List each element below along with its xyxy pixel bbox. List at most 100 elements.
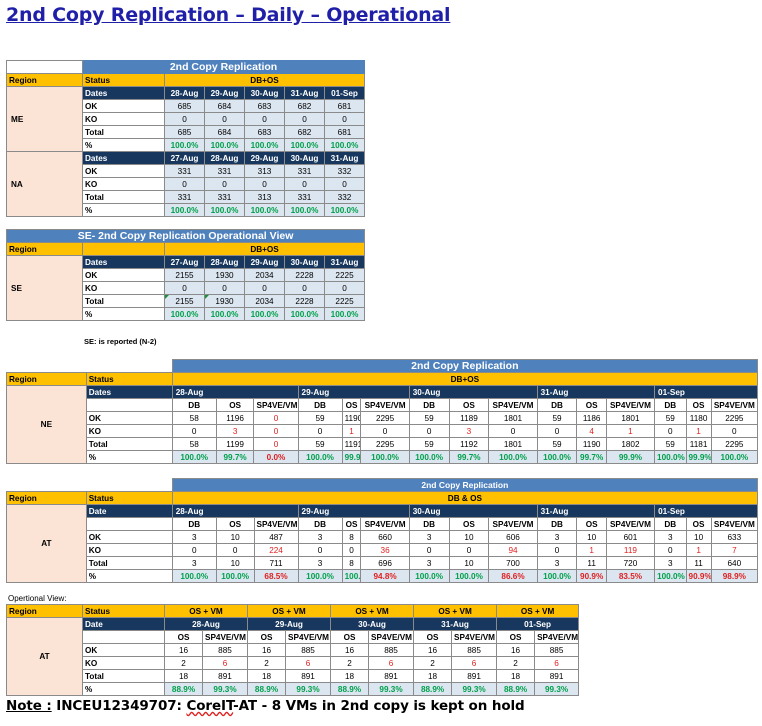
col-header: OS <box>496 630 536 644</box>
col-header: OS <box>247 630 287 644</box>
value-cell: 0 <box>488 424 538 438</box>
date-header: 01-Sep <box>496 617 580 631</box>
value-cell: 891 <box>451 669 498 683</box>
value-cell: 0 <box>654 424 687 438</box>
value-cell: 99.9% <box>605 450 656 464</box>
value-cell: 331 <box>284 164 325 178</box>
date-header: 28-Aug <box>171 385 299 399</box>
value-cell: 100.0% <box>204 138 245 152</box>
col-header: DB <box>536 398 578 412</box>
value-cell: 6 <box>534 656 580 670</box>
value-cell: 0 <box>360 424 410 438</box>
value-cell: 18 <box>247 669 287 683</box>
value-cell: 100.0% <box>323 138 366 152</box>
date-header: 01-Sep <box>323 86 366 100</box>
group-header: DB+OS <box>171 372 759 386</box>
col-header: OS <box>330 630 370 644</box>
col-header: OS <box>164 630 203 644</box>
date-header: 28-Aug <box>163 617 249 631</box>
value-cell: 1199 <box>215 437 255 451</box>
row-label: KO <box>85 543 173 557</box>
date-header: 31-Aug <box>536 504 656 518</box>
value-cell: 0 <box>164 281 205 295</box>
date-header: 30-Aug <box>284 255 325 269</box>
value-cell: 11 <box>576 556 607 570</box>
date-header: 30-Aug <box>284 151 325 165</box>
value-cell: 100.0% <box>408 569 450 583</box>
value-cell: 601 <box>605 530 656 544</box>
col-header: OS <box>413 630 453 644</box>
value-cell: 58 <box>171 437 217 451</box>
col-header: DB <box>297 517 343 531</box>
value-cell: 7 <box>710 543 759 557</box>
value-cell: 88.9% <box>330 682 370 696</box>
col-header: OS <box>215 398 255 412</box>
value-cell: 1189 <box>448 411 490 425</box>
value-cell: 0 <box>253 411 299 425</box>
value-cell: 0 <box>244 177 285 191</box>
value-cell: 3 <box>654 556 687 570</box>
value-cell: 3 <box>215 424 255 438</box>
col-header: SP4VE/VM <box>451 630 498 644</box>
value-cell: 18 <box>164 669 203 683</box>
value-cell: 1 <box>341 424 362 438</box>
date-header: 01-Sep <box>654 385 758 399</box>
note-coreit: CoreIT <box>186 698 234 714</box>
value-cell: 313 <box>244 164 285 178</box>
value-cell: 100.0% <box>244 203 285 217</box>
value-cell: 2228 <box>284 268 325 282</box>
value-cell: 0 <box>323 112 366 126</box>
value-cell: 99.3% <box>285 682 332 696</box>
region-header: Region <box>6 242 83 256</box>
value-cell: 99.3% <box>201 682 249 696</box>
value-cell: 606 <box>488 530 538 544</box>
value-cell: 59 <box>536 411 578 425</box>
table-title: SE- 2nd Copy Replication Operational Vie… <box>5 229 366 243</box>
value-cell: 3 <box>654 530 687 544</box>
value-cell: 720 <box>605 556 656 570</box>
table-title: 2nd Copy Replication <box>171 478 759 492</box>
col-header: DB <box>654 398 687 412</box>
value-cell: 331 <box>204 190 245 204</box>
value-cell: 3 <box>536 556 578 570</box>
col-header: SP4VE/VM <box>710 517 759 531</box>
group-header: DB+OS <box>163 242 366 256</box>
value-cell: 0 <box>171 543 217 557</box>
value-cell: 100.0% <box>341 569 362 583</box>
value-cell: 18 <box>330 669 370 683</box>
col-header: OS <box>576 398 607 412</box>
value-cell: 10 <box>215 530 255 544</box>
col-header: OS <box>341 398 362 412</box>
col-header: SP4VE/VM <box>534 630 580 644</box>
value-cell: 100.0% <box>536 569 578 583</box>
value-cell: 8 <box>341 530 362 544</box>
value-cell: 100.0% <box>171 450 217 464</box>
row-label: % <box>82 307 165 321</box>
row-label: KO <box>82 281 165 295</box>
value-cell: 0 <box>323 281 366 295</box>
value-cell: 1 <box>576 543 607 557</box>
group-header: OS + VM <box>496 604 580 618</box>
table-se-operational-view: SE- 2nd Copy Replication Operational Vie… <box>5 229 366 321</box>
col-header: OS <box>341 517 362 531</box>
row-label: KO <box>82 112 165 126</box>
value-cell: 0 <box>244 281 285 295</box>
value-cell: 682 <box>284 125 325 139</box>
value-cell: 0 <box>171 424 217 438</box>
region-cell: AT <box>6 617 83 696</box>
value-cell: 0 <box>297 424 343 438</box>
value-cell: 331 <box>164 164 205 178</box>
value-cell: 90.9% <box>685 569 712 583</box>
value-cell: 99.3% <box>534 682 580 696</box>
value-cell: 1 <box>685 543 712 557</box>
value-cell: 0 <box>284 112 325 126</box>
value-cell: 59 <box>408 437 450 451</box>
value-cell: 1196 <box>215 411 255 425</box>
value-cell: 100.0% <box>164 307 205 321</box>
value-cell: 16 <box>496 643 536 657</box>
date-header: 29-Aug <box>244 255 285 269</box>
date-header: 30-Aug <box>330 617 415 631</box>
date-header: 30-Aug <box>408 504 538 518</box>
value-cell: 0 <box>710 424 759 438</box>
value-cell: 885 <box>368 643 415 657</box>
